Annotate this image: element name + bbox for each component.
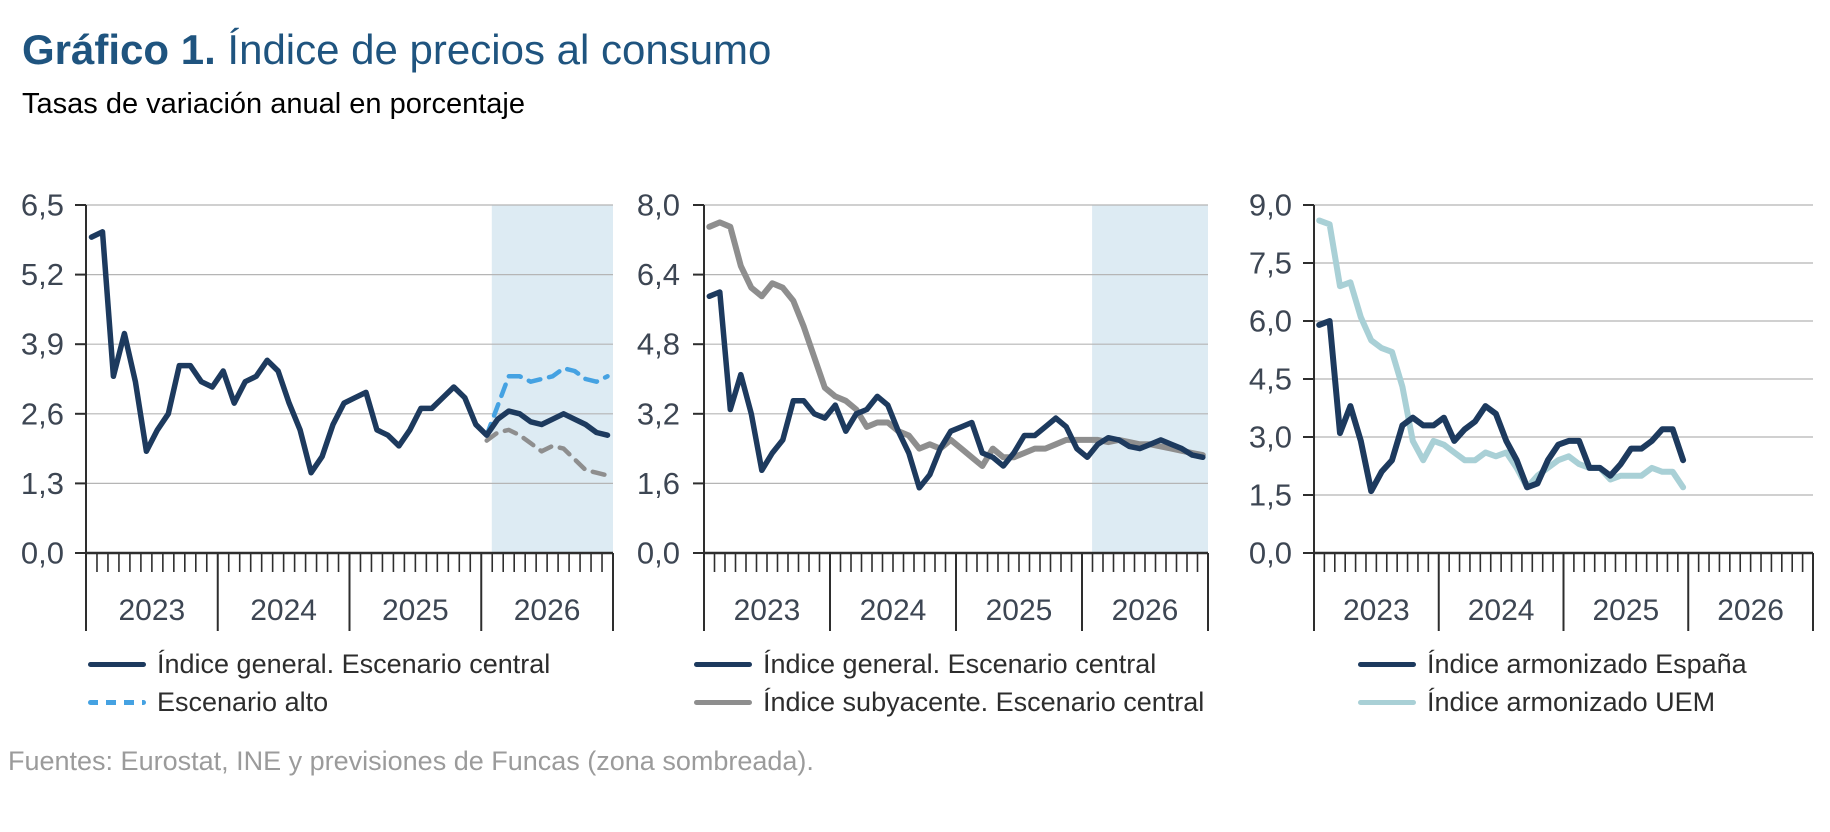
legend-label-uem: Índice armonizado UEM — [1427, 686, 1716, 717]
y-tick-label: 3,0 — [1249, 420, 1292, 455]
y-tick-label: 0,0 — [1249, 536, 1292, 571]
legend-item-alto: Escenario alto — [88, 683, 550, 721]
chart-3: 9,0 7,5 6,0 4,5 3,0 1,5 0,0 2023 2024 2025 2026 — [1249, 188, 1814, 631]
legend-label-general: Índice general. Escenario central — [763, 648, 1157, 679]
year-label: 2026 — [514, 594, 581, 627]
forecast-band — [1092, 205, 1208, 553]
page-subtitle: Tasas de variación anual en porcentaje — [22, 88, 525, 120]
legend-item-espana: Índice armonizado España — [1358, 645, 1747, 683]
y-tick-label: 5,2 — [21, 257, 64, 292]
legend-label-espana: Índice armonizado España — [1427, 648, 1747, 679]
y-tick-label: 0,0 — [637, 536, 680, 571]
year-label: 2024 — [860, 594, 927, 627]
legend-item-uem: Índice armonizado UEM — [1358, 683, 1747, 721]
y-tick-label: 1,6 — [637, 466, 680, 501]
y-tick-label: 3,9 — [21, 327, 64, 362]
y-tick-label: 3,2 — [637, 396, 680, 431]
series-general — [706, 289, 1206, 491]
legend-line-swatch-general — [694, 661, 752, 667]
y-tick-label: 9,0 — [1249, 188, 1292, 223]
year-label: 2025 — [986, 594, 1053, 627]
y-tick-label: 1,3 — [21, 466, 64, 501]
legend-item-subyacente: Índice subyacente. Escenario central — [694, 683, 1204, 721]
legend-item-central: Índice general. Escenario central — [88, 645, 550, 683]
series-central — [88, 229, 611, 476]
year-label: 2026 — [1112, 594, 1179, 627]
y-tick-label: 8,0 — [637, 188, 680, 223]
legend-line-swatch-subyacente — [694, 699, 752, 705]
series-uem — [1316, 217, 1687, 491]
source-note: Fuentes: Eurostat, INE y previsiones de … — [8, 746, 814, 776]
year-label: 2023 — [734, 594, 801, 627]
legend-label-alto: Escenario alto — [157, 686, 329, 717]
legend-label-subyacente: Índice subyacente. Escenario central — [763, 686, 1205, 717]
y-tick-label: 2,6 — [21, 396, 64, 431]
series-bajo — [484, 427, 610, 478]
y-tick-label: 4,8 — [637, 327, 680, 362]
page-title-prefix: Gráfico 1. — [22, 26, 216, 73]
y-tick-label: 4,5 — [1249, 362, 1292, 397]
legend-line-swatch-central — [88, 661, 146, 667]
y-tick-label: 6,5 — [21, 188, 64, 223]
y-tick-label: 6,0 — [1249, 304, 1292, 339]
legend-label-central: Índice general. Escenario central — [157, 648, 551, 679]
chart-1: 6,5 5,2 3,9 2,6 1,3 0,0 2023 2024 2025 2026 — [21, 188, 614, 631]
y-tick-label: 7,5 — [1249, 246, 1292, 281]
y-tick-label: 6,4 — [637, 257, 680, 292]
chart-2: 8,0 6,4 4,8 3,2 1,6 0,0 2023 2024 2025 2026 — [637, 188, 1209, 631]
year-label: 2025 — [382, 594, 449, 627]
y-tick-label: 1,5 — [1249, 478, 1292, 513]
year-label: 2025 — [1593, 594, 1660, 627]
legend-chart-2: Índice general. Escenario central Índice … — [694, 645, 1204, 721]
legend-item-general: Índice general. Escenario central — [694, 645, 1204, 683]
year-label: 2026 — [1717, 594, 1784, 627]
series-espana — [1316, 318, 1687, 495]
y-tick-label: 0,0 — [21, 536, 64, 571]
legend-line-swatch-uem — [1358, 699, 1416, 705]
page-title-rest: Índice de precios al consumo — [227, 26, 772, 73]
legend-line-swatch-espana — [1358, 661, 1416, 667]
year-label: 2023 — [1343, 594, 1410, 627]
series-alto — [484, 366, 610, 438]
legend-line-swatch-alto — [88, 699, 146, 705]
legend-chart-3: Índice armonizado España Índice armonizad… — [1358, 645, 1747, 721]
year-label: 2023 — [119, 594, 186, 627]
legend-chart-1: Índice general. Escenario central Escenar… — [88, 645, 550, 721]
page-title: Gráfico 1. Índice de precios al consumo — [22, 26, 771, 74]
year-label: 2024 — [250, 594, 317, 627]
year-label: 2024 — [1468, 594, 1535, 627]
charts-canvas: 6,5 5,2 3,9 2,6 1,3 0,0 2023 2024 2025 2026 8,0 6,4… — [21, 188, 1814, 631]
